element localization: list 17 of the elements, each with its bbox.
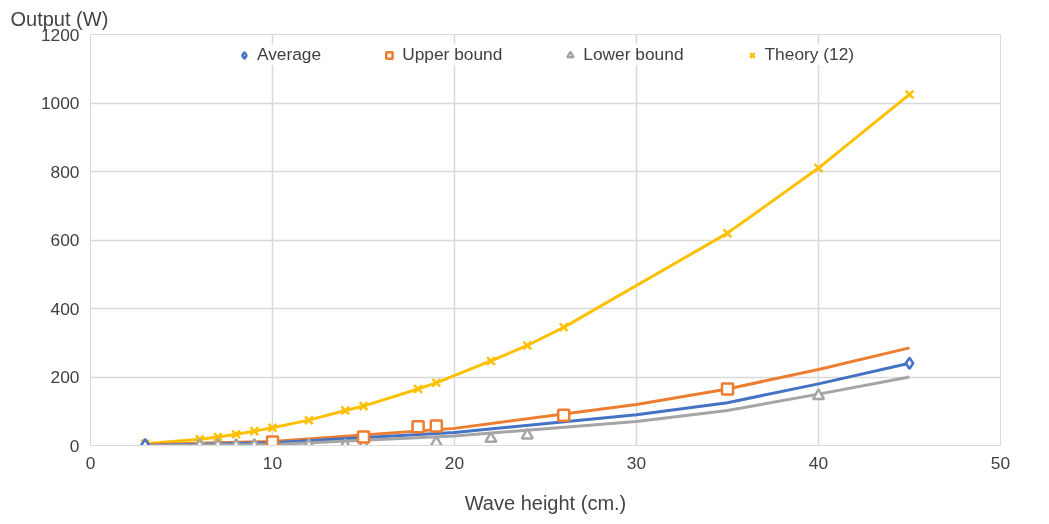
- y-tick-label: 400: [50, 298, 80, 319]
- y-tick-label: 200: [50, 367, 80, 387]
- legend-label: Theory (12): [764, 44, 855, 65]
- legend-label: Average: [256, 44, 322, 65]
- x-tick-label: 0: [85, 452, 96, 473]
- y-tick-label: 800: [50, 161, 80, 182]
- x-tick-label: 40: [808, 452, 829, 473]
- y-tick-label: 0: [69, 435, 80, 456]
- legend-label: Lower bound: [583, 44, 684, 65]
- x-tick-label: 30: [626, 452, 647, 473]
- x-tick-label: 20: [444, 452, 465, 473]
- y-tick-label: 1000: [40, 93, 80, 113]
- x-tick-label: 50: [990, 452, 1011, 473]
- x-axis-title: Wave height (cm.): [464, 491, 627, 514]
- legend-label: Upper bound: [402, 44, 503, 65]
- y-tick-label: 600: [50, 230, 80, 250]
- x-tick-label: 10: [262, 452, 283, 473]
